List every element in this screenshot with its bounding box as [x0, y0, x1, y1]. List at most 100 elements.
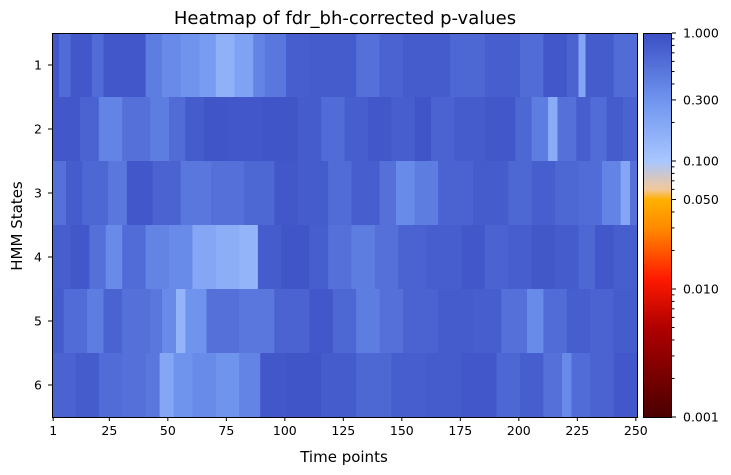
- heatmap-cell: [622, 97, 638, 162]
- heatmap-cell: [527, 289, 544, 354]
- heatmap-cell: [215, 353, 240, 418]
- heatmap-cell: [501, 289, 528, 354]
- heatmap-cell: [59, 33, 72, 98]
- heatmap-cell: [395, 161, 416, 226]
- heatmap-cell: [473, 289, 502, 354]
- y-tick-label: 3: [34, 186, 42, 201]
- heatmap-cell: [281, 225, 310, 290]
- x-tick-label: 100: [273, 423, 297, 438]
- heatmap-cell: [585, 33, 614, 98]
- heatmap-cell: [321, 353, 357, 418]
- heatmap-cell: [122, 353, 146, 418]
- x-tick-label: 250: [624, 423, 648, 438]
- heatmap-cell: [257, 225, 282, 290]
- heatmap-cell: [173, 353, 193, 418]
- heatmap-cell: [508, 161, 533, 226]
- heatmap-cell: [215, 225, 240, 290]
- colorbar-frame: [643, 33, 672, 418]
- x-tick-label: 225: [565, 423, 589, 438]
- heatmap-cell: [379, 289, 404, 354]
- heatmap-cell: [548, 97, 558, 162]
- heatmap-cell: [52, 161, 67, 226]
- heatmap-cell: [578, 225, 596, 290]
- heatmap-cell: [332, 289, 357, 354]
- x-tick-label: 150: [390, 423, 414, 438]
- heatmap-cell: [145, 225, 170, 290]
- heatmap-cell: [328, 225, 352, 290]
- y-tick-label: 2: [34, 122, 42, 137]
- heatmap-cell: [126, 161, 154, 226]
- heatmap-cell: [309, 33, 357, 98]
- heatmap-cell: [398, 225, 427, 290]
- heatmap-cell: [620, 161, 631, 226]
- x-tick-label: 200: [507, 423, 531, 438]
- heatmap-cell: [356, 353, 392, 418]
- heatmap-cell: [309, 289, 334, 354]
- heatmap-cell: [578, 161, 603, 226]
- x-tick-label: 125: [331, 423, 355, 438]
- heatmap-cell: [374, 225, 399, 290]
- heatmap-cell: [169, 225, 193, 290]
- heatmap-cell: [515, 97, 533, 162]
- heatmap-cell: [161, 289, 177, 354]
- heatmap-cell: [328, 161, 352, 226]
- heatmap-cell: [105, 225, 123, 290]
- colorbar: [643, 33, 672, 418]
- heatmap-cell: [253, 33, 266, 98]
- heatmap-cell: [185, 97, 205, 162]
- heatmap-cell: [531, 161, 556, 226]
- heatmap-cell: [82, 161, 109, 226]
- heatmap-cell: [367, 97, 392, 162]
- colorbar-tick-label: 0.001: [683, 410, 719, 425]
- heatmap-cell: [80, 97, 100, 162]
- heatmap-cell: [239, 289, 275, 354]
- heatmap-cell: [159, 353, 175, 418]
- heatmap-cell: [70, 225, 90, 290]
- y-axis: 1 2 3 4 5 6: [34, 58, 52, 393]
- heatmap-cell: [606, 97, 624, 162]
- heatmap-cell: [262, 97, 299, 162]
- colorbar-tick-label: 0.100: [683, 154, 719, 169]
- heatmap-cell: [461, 353, 497, 418]
- heatmap-cell: [297, 97, 322, 162]
- x-axis-title: Time points: [299, 448, 388, 466]
- heatmap-cell: [98, 97, 123, 162]
- heatmap-cell: [543, 353, 563, 418]
- y-tick-label: 1: [34, 58, 42, 73]
- heatmap-cell: [403, 33, 451, 98]
- heatmap-cell: [414, 97, 432, 162]
- heatmap-cell: [566, 289, 591, 354]
- heatmap-cell: [297, 161, 329, 226]
- x-axis: 1 25 50 75 100 125 150 175 200 225 250: [49, 417, 648, 438]
- colorbar-gradient: [643, 33, 672, 417]
- heatmap-cell: [286, 353, 322, 418]
- heatmap-cell: [594, 225, 614, 290]
- heatmap-cell: [122, 97, 151, 162]
- heatmap-cell: [578, 33, 586, 98]
- heatmap-cell: [161, 33, 182, 98]
- heatmap-cell: [108, 161, 128, 226]
- colorbar-tick-label: 0.050: [683, 192, 719, 207]
- heatmap-cell: [145, 33, 163, 98]
- heatmap-cell: [438, 161, 474, 226]
- heatmap-cell: [531, 97, 549, 162]
- heatmap-cell: [414, 161, 439, 226]
- heatmap-cell: [531, 225, 556, 290]
- heatmap-cell: [215, 33, 235, 98]
- heatmap-cell: [426, 353, 462, 418]
- heatmap-cell: [351, 225, 376, 290]
- heatmap-cell: [70, 33, 93, 98]
- heatmap-cell: [321, 97, 345, 162]
- heatmap-cell: [234, 33, 254, 98]
- heatmap-cell: [426, 225, 462, 290]
- heatmap-cell: [227, 97, 263, 162]
- heatmap-cell: [461, 225, 486, 290]
- heatmap-cell: [239, 353, 261, 418]
- y-axis-title: HMM States: [8, 181, 26, 271]
- heatmap-cell: [185, 289, 207, 354]
- x-tick-label: 1: [49, 423, 57, 438]
- heatmap-cell: [520, 353, 544, 418]
- heatmap-cell: [520, 33, 544, 98]
- heatmap-cell: [239, 225, 259, 290]
- heatmap-cell: [150, 289, 163, 354]
